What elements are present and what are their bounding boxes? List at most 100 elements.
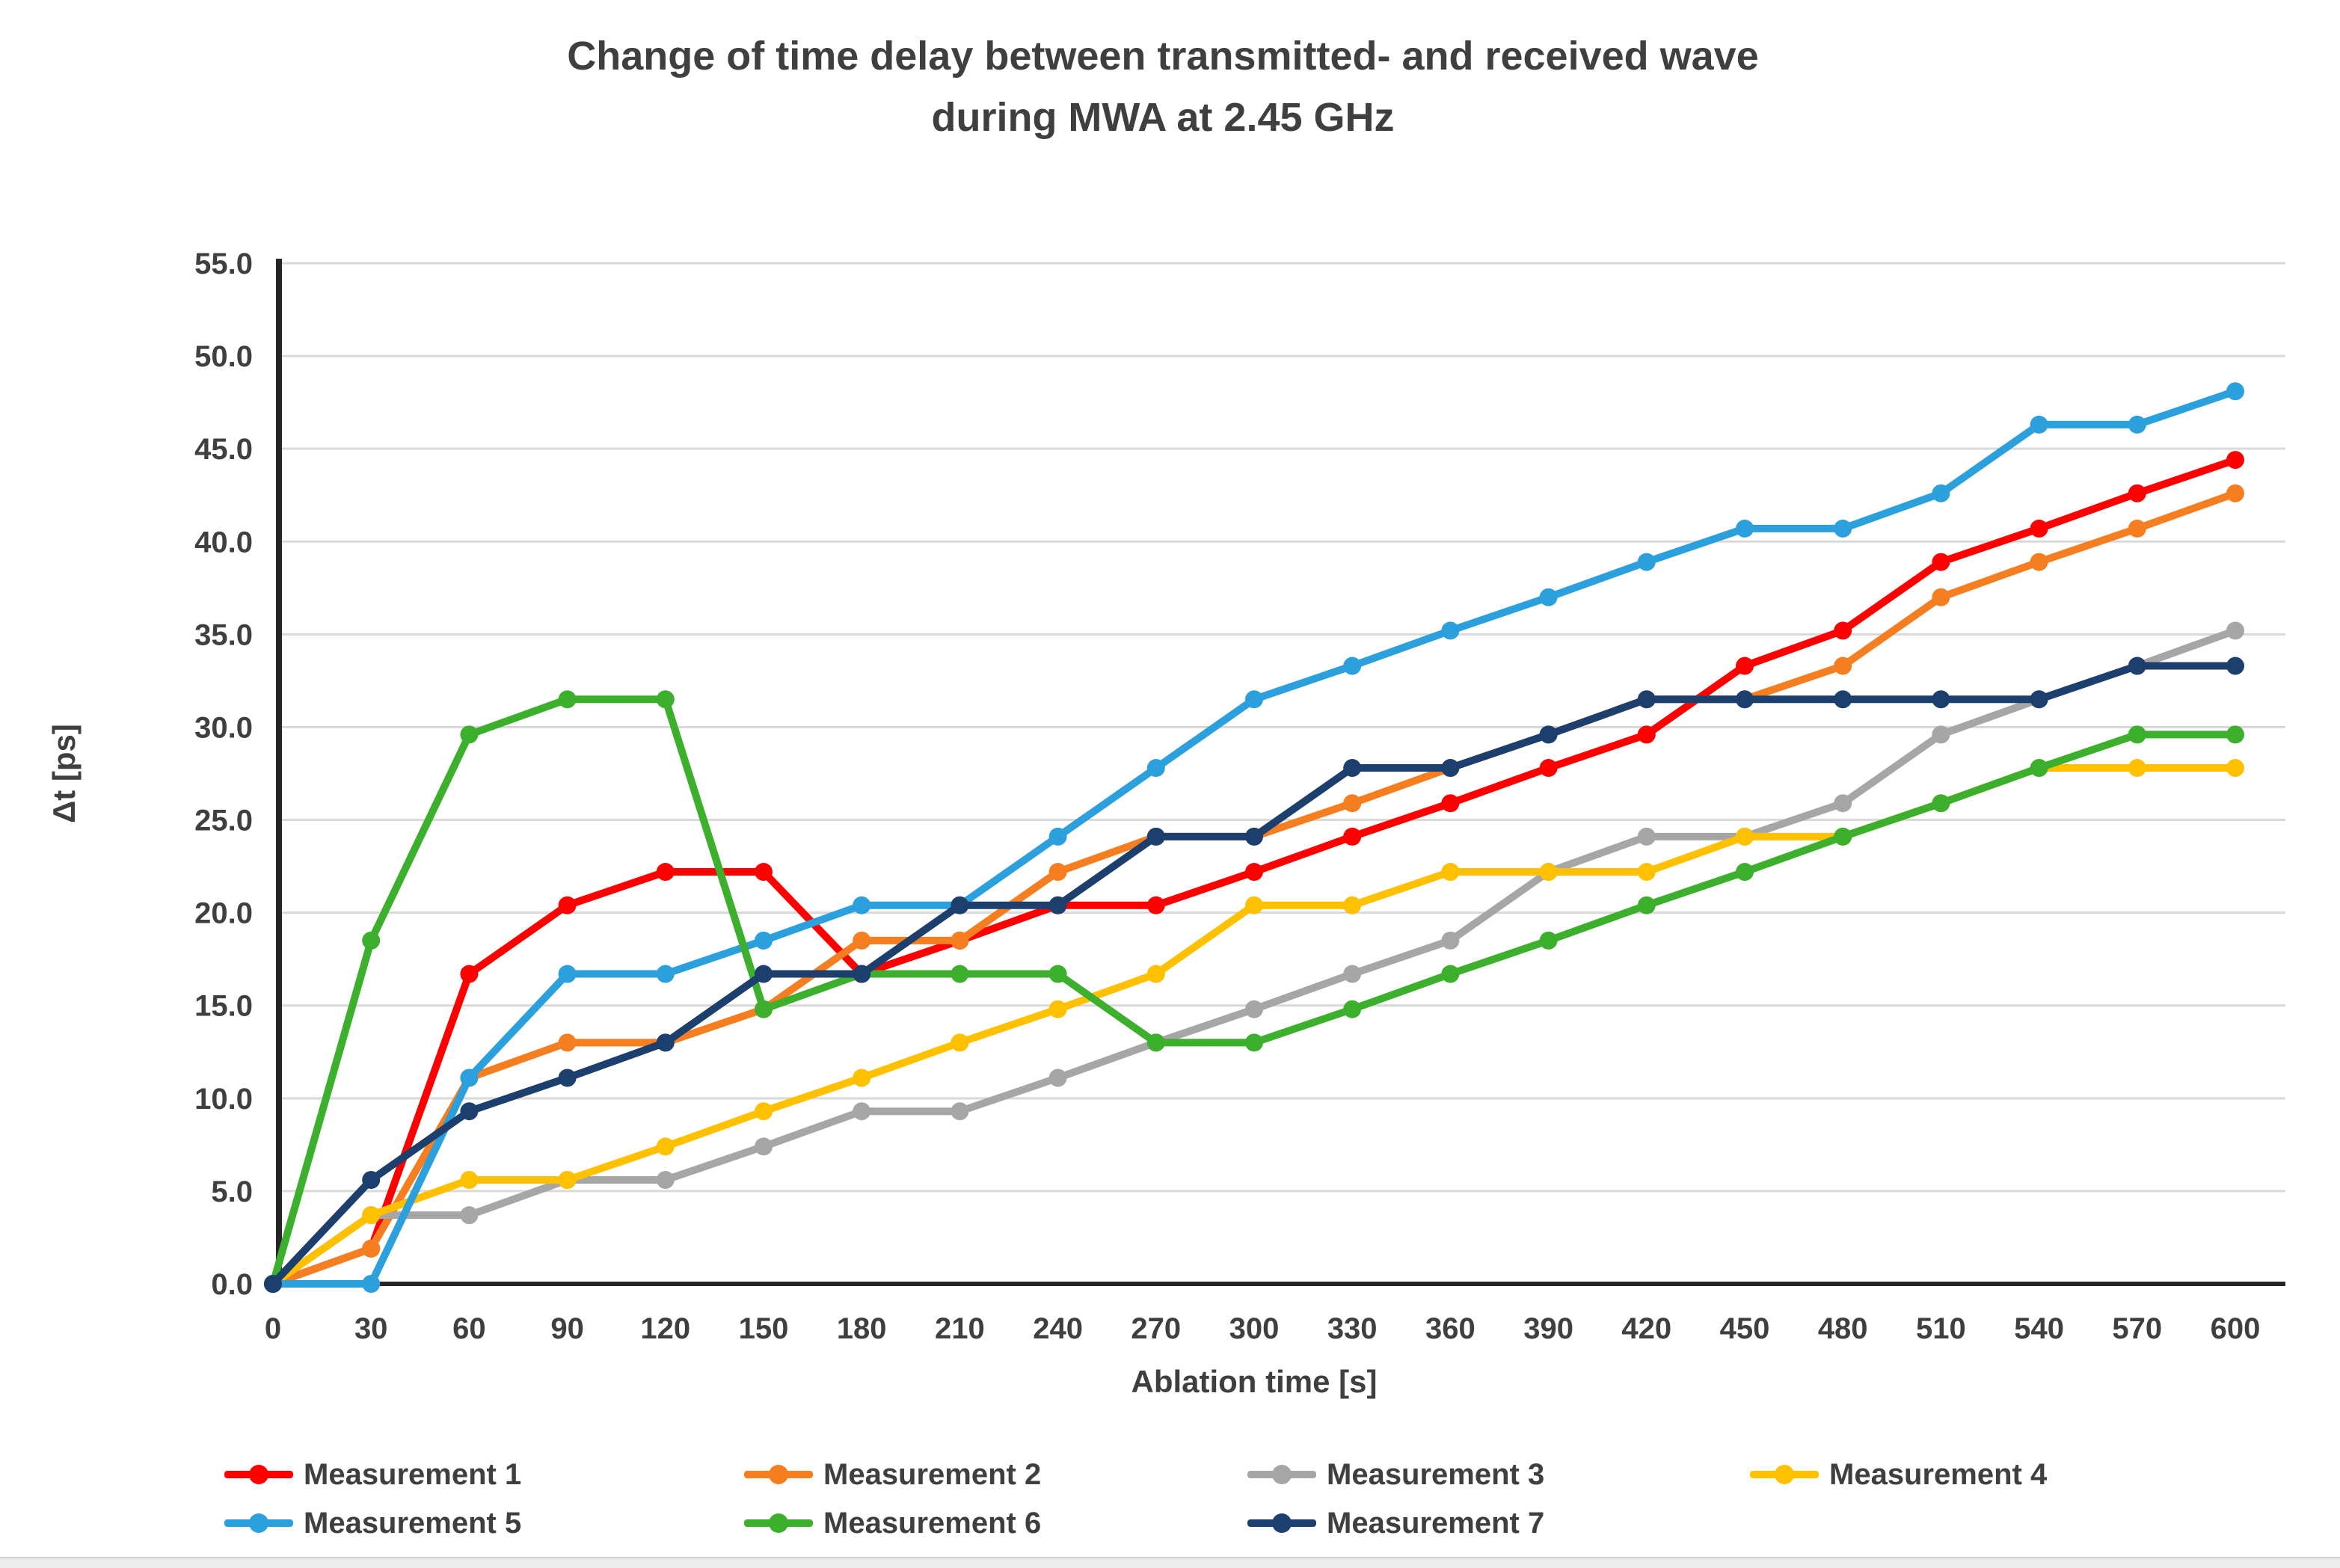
series-marker-7	[656, 1033, 675, 1052]
series-marker-4	[951, 1033, 969, 1052]
series-marker-1	[1343, 827, 1362, 846]
series-marker-5	[1637, 553, 1656, 571]
legend-label: Measurement 6	[823, 1506, 1042, 1540]
series-marker-7	[1834, 690, 1852, 709]
series-marker-6	[1736, 863, 1754, 882]
series-marker-3	[853, 1102, 871, 1121]
series-marker-7	[1343, 759, 1362, 778]
series-marker-1	[2128, 484, 2146, 502]
x-tick-label: 150	[739, 1312, 789, 1345]
series-marker-5	[1736, 519, 1754, 538]
series-marker-7	[460, 1102, 479, 1121]
series-marker-1	[1245, 863, 1263, 882]
series-marker-7	[1932, 690, 1950, 709]
series-marker-7	[2226, 657, 2244, 675]
legend-marker-dot	[769, 1465, 788, 1484]
series-marker-5	[1245, 690, 1263, 709]
series-line-6	[269, 695, 2239, 1288]
legend-item-measurement-7: Measurement 7	[1247, 1507, 1544, 1540]
x-axis-title: Ablation time [s]	[1131, 1364, 1377, 1399]
series-marker-7	[1441, 759, 1460, 778]
x-tick-label: 120	[640, 1312, 690, 1345]
x-tick-label: 420	[1621, 1312, 1671, 1345]
legend-marker-icon	[1247, 1513, 1316, 1533]
x-tick-label: 570	[2112, 1312, 2162, 1345]
series-marker-5	[2128, 415, 2146, 434]
series-marker-5	[1146, 759, 1165, 778]
series-marker-3	[1932, 725, 1950, 744]
legend-marker-dot	[249, 1513, 268, 1533]
y-tick-label: 5.0	[211, 1175, 253, 1208]
series-marker-3	[755, 1137, 773, 1156]
series-marker-4	[1637, 863, 1656, 882]
series-marker-2	[1932, 588, 1950, 606]
legend-item-measurement-1: Measurement 1	[224, 1458, 521, 1491]
series-marker-5	[2226, 382, 2244, 401]
y-tick-label: 50.0	[194, 340, 253, 373]
series-marker-4	[1736, 827, 1754, 846]
series-marker-3	[1834, 794, 1852, 813]
legend-item-measurement-5: Measurement 5	[224, 1507, 521, 1540]
legend-marker-dot	[249, 1465, 268, 1484]
series-marker-6	[1539, 931, 1558, 950]
chart-title-line1: Change of time delay between transmitted…	[567, 34, 1759, 79]
series-marker-5	[362, 1275, 381, 1293]
series-marker-1	[2226, 451, 2244, 470]
series-marker-2	[362, 1239, 381, 1258]
series-marker-7	[264, 1275, 282, 1293]
series-marker-4	[1343, 896, 1362, 914]
series-marker-6	[2128, 725, 2146, 744]
series-marker-4	[362, 1206, 381, 1225]
series-marker-7	[951, 896, 969, 914]
legend-label: Measurement 2	[823, 1457, 1042, 1491]
series-marker-7	[755, 965, 773, 983]
series-marker-4	[2128, 759, 2146, 778]
series-marker-1	[755, 863, 773, 882]
legend-label: Measurement 5	[304, 1506, 522, 1540]
series-marker-3	[460, 1206, 479, 1225]
series-marker-4	[1146, 965, 1165, 983]
series-marker-4	[460, 1171, 479, 1190]
series-marker-4	[755, 1102, 773, 1121]
legend-label: Measurement 7	[1327, 1506, 1545, 1540]
series-marker-6	[1932, 794, 1950, 813]
series-marker-6	[951, 965, 969, 983]
series-marker-3	[656, 1171, 675, 1190]
legend-marker-dot	[1272, 1513, 1292, 1533]
series-marker-1	[1637, 725, 1656, 744]
series-marker-6	[1245, 1033, 1263, 1052]
series-marker-3	[2226, 621, 2244, 640]
legend-marker-icon	[744, 1513, 813, 1533]
series-marker-4	[1245, 896, 1263, 914]
series-marker-1	[1736, 657, 1754, 675]
series-marker-7	[1736, 690, 1754, 709]
y-tick-label: 20.0	[194, 897, 253, 930]
legend-item-measurement-6: Measurement 6	[744, 1507, 1041, 1540]
x-tick-label: 390	[1523, 1312, 1573, 1345]
series-marker-2	[853, 931, 871, 950]
y-tick-label: 55.0	[194, 248, 253, 280]
series-marker-4	[656, 1137, 675, 1156]
series-marker-1	[656, 863, 675, 882]
series-marker-5	[2030, 415, 2048, 434]
series-marker-6	[1048, 965, 1067, 983]
x-tick-label: 270	[1131, 1312, 1181, 1345]
series-marker-3	[1048, 1069, 1067, 1087]
legend-label: Measurement 3	[1327, 1457, 1545, 1491]
series-marker-7	[2030, 690, 2048, 709]
series-marker-6	[755, 1000, 773, 1018]
chart-title: Change of time delay between transmitted…	[0, 25, 2326, 148]
series-marker-6	[2030, 759, 2048, 778]
series-marker-5	[1343, 657, 1362, 675]
series-marker-3	[1441, 931, 1460, 950]
series-marker-6	[1343, 1000, 1362, 1018]
window-bottom-strip	[0, 1557, 2340, 1568]
y-tick-label: 0.0	[211, 1268, 253, 1301]
series-marker-4	[1048, 1000, 1067, 1018]
series-marker-1	[1539, 759, 1558, 778]
series-line-2	[269, 489, 2239, 1288]
x-tick-label: 300	[1229, 1312, 1280, 1345]
series-marker-4	[853, 1069, 871, 1087]
